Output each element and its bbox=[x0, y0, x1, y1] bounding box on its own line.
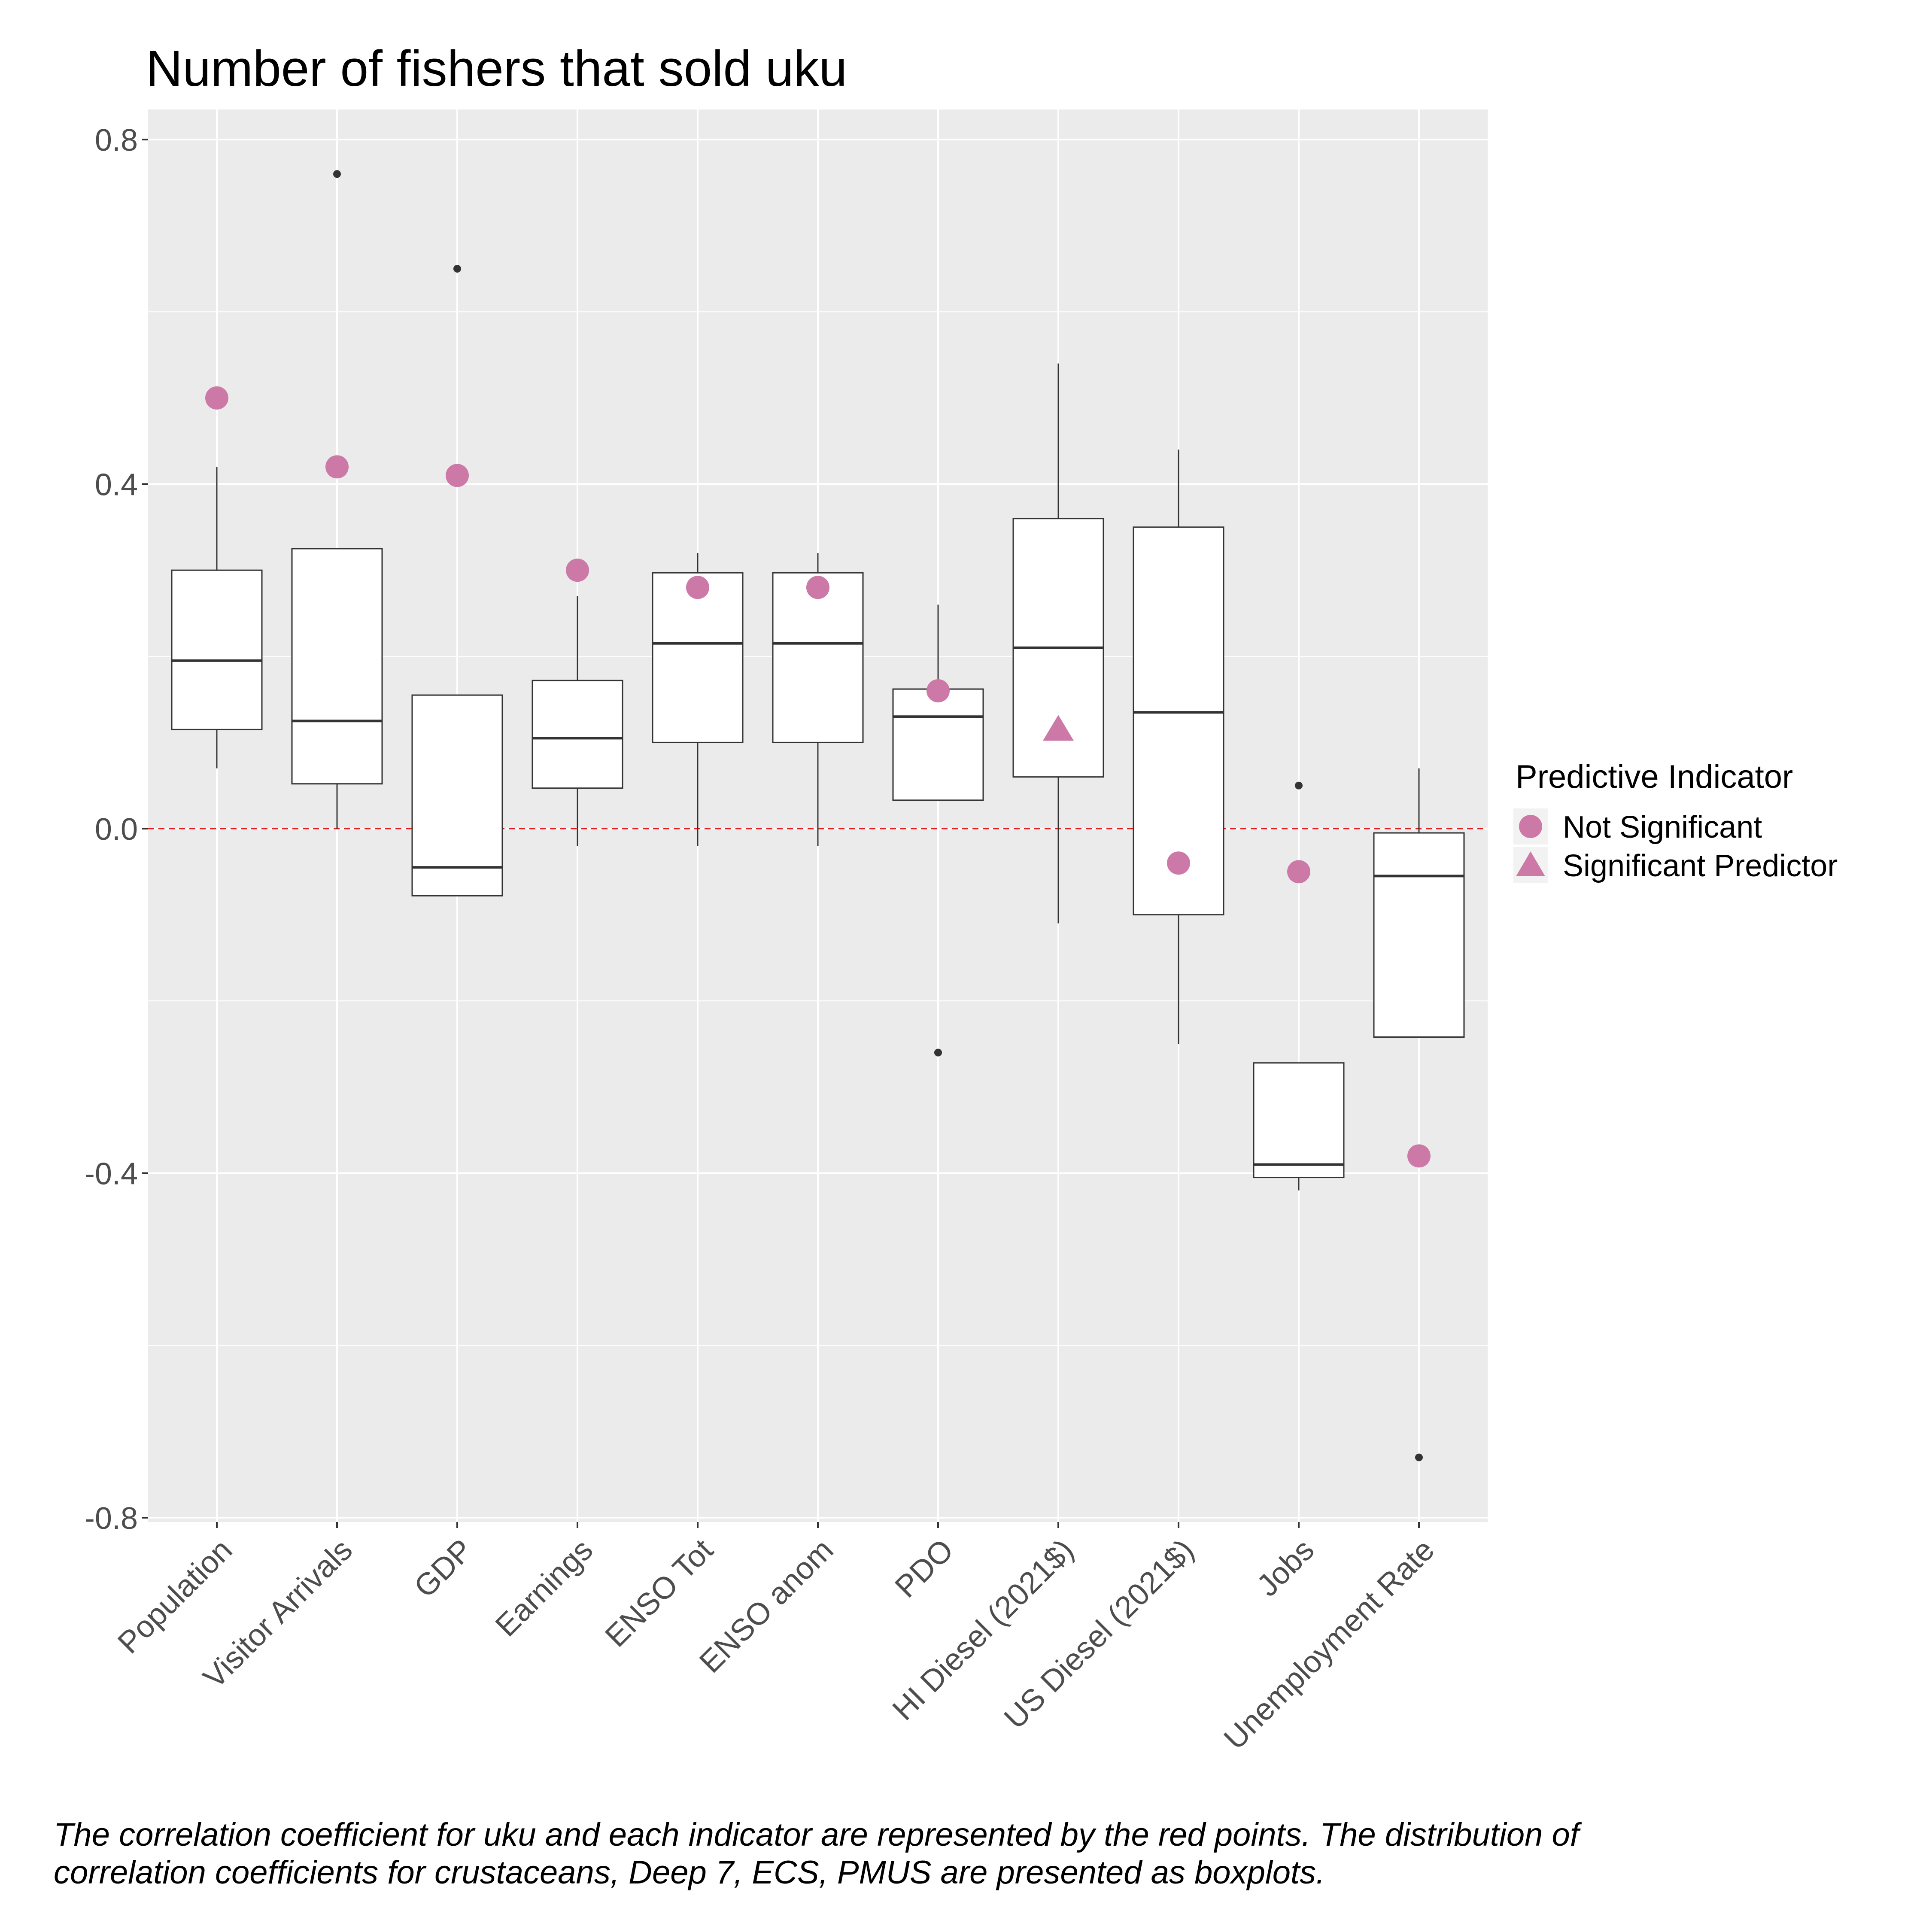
x-tick-label: ENSO Tot bbox=[598, 1533, 720, 1654]
boxplots bbox=[171, 170, 1465, 1461]
x-tick-label: Earnings bbox=[489, 1533, 600, 1643]
box-iqr bbox=[291, 548, 383, 785]
box-iqr bbox=[1133, 526, 1224, 916]
not-significant-point bbox=[205, 386, 228, 410]
boxplot-gdp bbox=[411, 264, 503, 896]
legend-item-label: Not Significant bbox=[1563, 810, 1762, 844]
not-significant-point bbox=[1287, 860, 1310, 884]
box-iqr bbox=[1253, 1062, 1345, 1179]
not-significant-point bbox=[1167, 851, 1190, 875]
boxplot-earnings bbox=[532, 596, 623, 846]
boxplot-population bbox=[171, 467, 263, 769]
legend-item-label: Significant Predictor bbox=[1563, 849, 1838, 883]
not-significant-point bbox=[446, 464, 469, 487]
box-iqr bbox=[772, 572, 864, 743]
x-tick-label: Jobs bbox=[1250, 1533, 1321, 1603]
box-iqr bbox=[411, 694, 503, 896]
boxplot-pdo bbox=[892, 605, 984, 1057]
boxplot-jobs bbox=[1253, 781, 1345, 1191]
y-tick-label: 0.0 bbox=[95, 812, 138, 847]
legend-circle-icon bbox=[1519, 815, 1542, 838]
indicator-points bbox=[205, 386, 1431, 1168]
outlier-point bbox=[1415, 1453, 1423, 1461]
legend-title: Predictive Indicator bbox=[1516, 759, 1793, 795]
x-tick-label: GDP bbox=[407, 1533, 479, 1604]
y-tick-label: -0.4 bbox=[85, 1157, 138, 1191]
outlier-point bbox=[453, 264, 461, 273]
boxplot-visitor-arrivals bbox=[291, 170, 383, 829]
not-significant-point bbox=[806, 576, 829, 599]
boxplot-unemployment-rate bbox=[1373, 768, 1465, 1461]
y-tick-label: 0.4 bbox=[95, 468, 138, 502]
boxplot-enso-tot bbox=[652, 553, 744, 846]
chart-title: Number of fishers that sold uku bbox=[146, 40, 847, 97]
y-tick-label: -0.8 bbox=[85, 1501, 138, 1536]
outlier-point bbox=[934, 1048, 942, 1057]
figure-caption: The correlation coefficient for uku and … bbox=[54, 1817, 1579, 1891]
box-iqr bbox=[892, 688, 984, 801]
x-tick-label: PDO bbox=[888, 1533, 960, 1604]
outlier-point bbox=[1295, 781, 1303, 790]
box-iqr bbox=[532, 680, 623, 789]
not-significant-point bbox=[325, 455, 349, 479]
not-significant-point bbox=[1407, 1144, 1431, 1168]
x-tick-label: Population bbox=[111, 1533, 239, 1660]
outlier-point bbox=[333, 170, 341, 178]
box-iqr bbox=[171, 569, 263, 730]
y-axis: 0.8 0.4 0.0 -0.4 -0.8 bbox=[85, 123, 148, 1536]
not-significant-point bbox=[566, 559, 589, 582]
legend-triangle-icon bbox=[1516, 851, 1545, 876]
box-iqr bbox=[1373, 832, 1465, 1038]
boxplot-us-diesel-2021- bbox=[1133, 450, 1224, 1044]
box-iqr bbox=[652, 572, 744, 743]
boxplot-enso-anom bbox=[772, 553, 864, 846]
not-significant-point bbox=[927, 679, 950, 702]
significant-point bbox=[1043, 715, 1074, 741]
not-significant-point bbox=[686, 576, 709, 599]
y-tick-label: 0.8 bbox=[95, 123, 138, 158]
legend: Predictive Indicator Not Significant Sign… bbox=[1513, 759, 1838, 883]
x-tick-label: Unemployment Rate bbox=[1218, 1533, 1441, 1756]
